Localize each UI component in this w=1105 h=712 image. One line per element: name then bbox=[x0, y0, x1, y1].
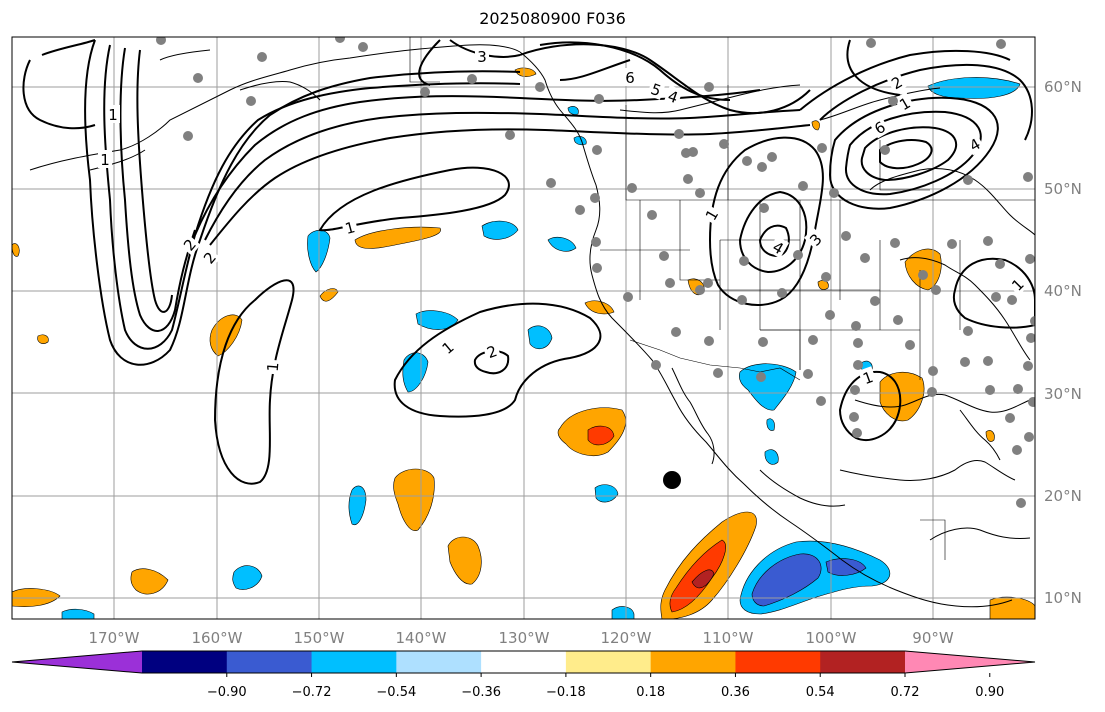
longitude-labels: 170°W 160°W 150°W 140°W 130°W 120°W 110°… bbox=[89, 629, 954, 647]
colorbar-band bbox=[481, 651, 567, 673]
colorbar-tick-label: −0.18 bbox=[546, 685, 586, 700]
contour-label-group: 3 6 5 4 1 2 1 2 1 1 1 2 2 6 4 3 4 1 1 1 … bbox=[98, 47, 1029, 388]
colorbar-extend-low bbox=[12, 651, 142, 673]
lat-label: 10°N bbox=[1044, 589, 1082, 607]
colorbar-band bbox=[396, 651, 482, 673]
colorbar-extend-high bbox=[905, 651, 1035, 673]
graticule-lines bbox=[12, 37, 1035, 619]
lat-label: 40°N bbox=[1044, 282, 1082, 300]
map-title: 2025080900 F036 bbox=[479, 9, 626, 28]
colorbar-tick-label: 0.18 bbox=[636, 685, 665, 700]
contour-label: 3 bbox=[477, 48, 487, 66]
colorbar-tick-label: −0.72 bbox=[292, 685, 332, 700]
colorbar-band bbox=[226, 651, 313, 673]
contour-label: 6 bbox=[625, 69, 635, 87]
colorbar-outline bbox=[11, 650, 1036, 674]
latitude-labels: 60°N 50°N 40°N 30°N 20°N 10°N bbox=[1044, 78, 1082, 607]
lon-label: 160°W bbox=[192, 629, 243, 647]
contour-label: 1 bbox=[343, 218, 357, 238]
colorbar: −0.90 −0.72 −0.54 −0.36 −0.18 0.18 0.36 0.54 0.7… bbox=[11, 650, 1036, 700]
lon-label: 170°W bbox=[89, 629, 140, 647]
lon-label: 150°W bbox=[294, 629, 345, 647]
colorbar-tick-label: −0.36 bbox=[461, 685, 501, 700]
colorbar-band bbox=[650, 651, 736, 673]
colorbar-band bbox=[565, 651, 652, 673]
lon-label: 100°W bbox=[806, 629, 857, 647]
colorbar-band bbox=[735, 651, 821, 673]
lon-label: 90°W bbox=[912, 629, 954, 647]
lon-label: 120°W bbox=[601, 629, 652, 647]
coastlines bbox=[29, 44, 1035, 608]
lon-label: 140°W bbox=[396, 629, 447, 647]
contour-label: 1 bbox=[108, 106, 118, 124]
highlight-marker bbox=[663, 471, 681, 489]
lon-label: 130°W bbox=[499, 629, 550, 647]
colorbar-tick-label: −0.90 bbox=[207, 685, 247, 700]
lat-label: 50°N bbox=[1044, 180, 1082, 198]
station-markers bbox=[156, 37, 1035, 508]
lon-label: 110°W bbox=[703, 629, 754, 647]
colorbar-tick-label: 0.72 bbox=[891, 685, 920, 700]
colorbar-band bbox=[142, 651, 228, 673]
contour-label: 1 bbox=[100, 151, 110, 169]
shaded-anomaly-fields bbox=[12, 67, 1035, 619]
colorbar-tick-label: −0.54 bbox=[376, 685, 416, 700]
colorbar-tick-label: 0.90 bbox=[975, 685, 1004, 700]
lat-label: 20°N bbox=[1044, 487, 1082, 505]
colorbar-band bbox=[311, 651, 397, 673]
contour-lines bbox=[22, 39, 1035, 485]
colorbar-tick-label: 0.36 bbox=[721, 685, 750, 700]
colorbar-tick-label: 0.54 bbox=[806, 685, 835, 700]
map-frame bbox=[11, 36, 1036, 620]
lat-label: 30°N bbox=[1044, 385, 1082, 403]
lat-label: 60°N bbox=[1044, 78, 1082, 96]
colorbar-band bbox=[820, 651, 906, 673]
contour-label: 1 bbox=[264, 361, 283, 372]
